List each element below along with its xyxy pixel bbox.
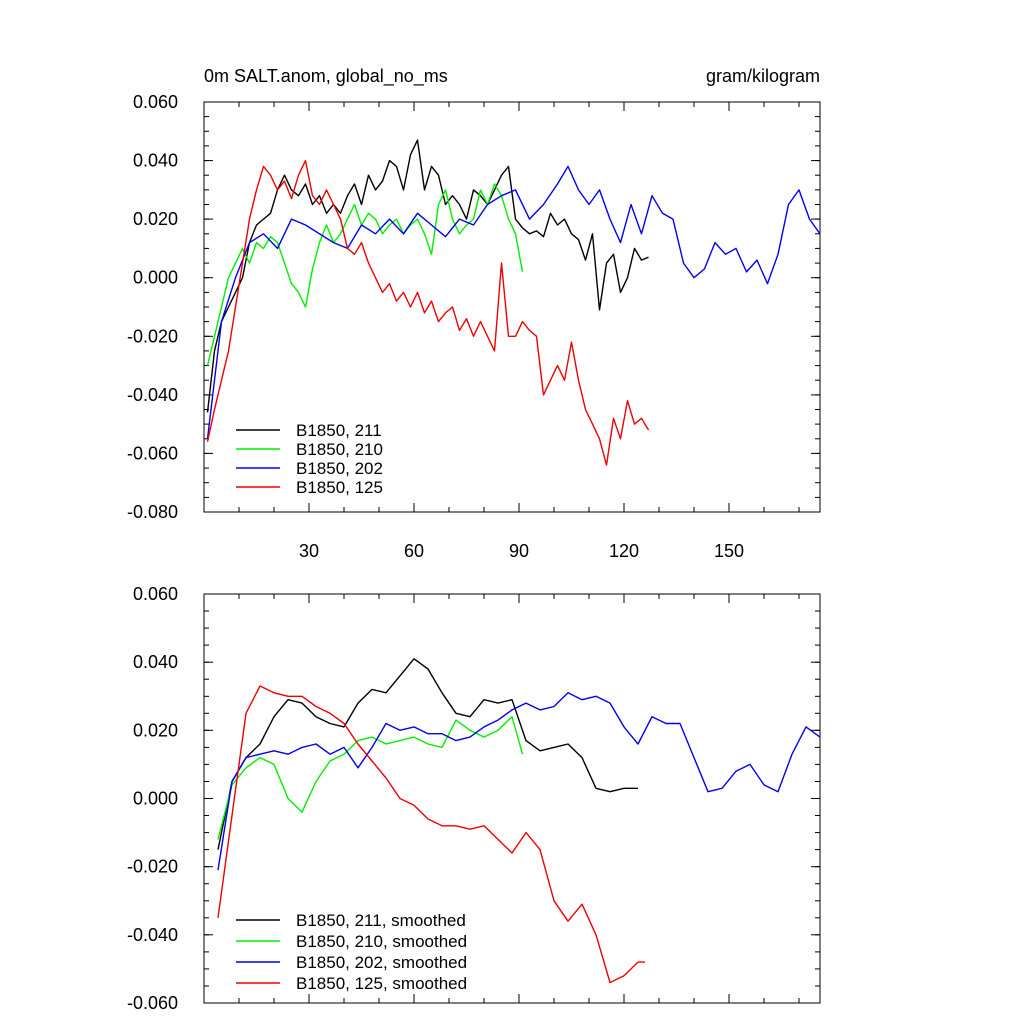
y-tick-label: 0.020 bbox=[133, 209, 178, 229]
legend-label: B1850, 125, smoothed bbox=[296, 974, 467, 993]
legend-label: B1850, 211 bbox=[296, 421, 382, 440]
x-tick-label: 30 bbox=[299, 541, 319, 561]
y-tick-label: -0.020 bbox=[127, 857, 178, 877]
series-line-s202 bbox=[217, 692, 821, 871]
y-tick-label: -0.040 bbox=[127, 925, 178, 945]
y-tick-label: 0.000 bbox=[133, 268, 178, 288]
legend-label: B1850, 125 bbox=[296, 478, 383, 497]
y-tick-label: 0.040 bbox=[133, 151, 178, 171]
series-line-s125 bbox=[206, 159, 650, 466]
series-line-s211 bbox=[217, 658, 638, 850]
x-tick-label: 60 bbox=[404, 541, 424, 561]
y-tick-label: -0.080 bbox=[127, 502, 178, 522]
series-line-s125 bbox=[217, 685, 645, 984]
y-tick-label: 0.040 bbox=[133, 652, 178, 672]
smoothed-timeseries-panel: 0.060 0.040 0.020 0.000 -0.020 -0.040 -0.060 B1… bbox=[127, 584, 821, 1013]
y-tick-label: 0.060 bbox=[133, 92, 178, 112]
figure-title: 0m SALT.anom, global_no_ms bbox=[204, 66, 448, 87]
y-tick-label: 0.020 bbox=[133, 720, 178, 740]
y-tick-label: 0.000 bbox=[133, 789, 178, 809]
x-tick-label: 120 bbox=[609, 541, 639, 561]
legend-label: B1850, 211, smoothed bbox=[296, 911, 466, 930]
y-tick-label: -0.020 bbox=[127, 326, 178, 346]
series-line-s202 bbox=[206, 165, 821, 439]
series-line-s210 bbox=[206, 183, 524, 366]
x-tick-label: 150 bbox=[714, 541, 744, 561]
legend-label: B1850, 202, smoothed bbox=[296, 953, 467, 972]
legend-label: B1850, 210 bbox=[296, 440, 383, 459]
units-label: gram/kilogram bbox=[706, 66, 820, 86]
raw-timeseries-panel: 30 60 90 120 150 0.060 0.040 0.020 0.000 -0.020 -0… bbox=[127, 92, 821, 561]
y-tick-label: -0.060 bbox=[127, 993, 178, 1013]
legend: B1850, 211, smoothed B1850, 210, smoothed… bbox=[236, 911, 467, 993]
y-tick-label: 0.060 bbox=[133, 584, 178, 604]
series-line-s210 bbox=[217, 716, 524, 840]
x-tick-label: 90 bbox=[509, 541, 529, 561]
y-tick-label: -0.060 bbox=[127, 443, 178, 463]
legend-label: B1850, 202 bbox=[296, 459, 383, 478]
legend-label: B1850, 210, smoothed bbox=[296, 932, 467, 951]
series-line-s211 bbox=[206, 139, 649, 413]
y-tick-label: -0.040 bbox=[127, 385, 178, 405]
